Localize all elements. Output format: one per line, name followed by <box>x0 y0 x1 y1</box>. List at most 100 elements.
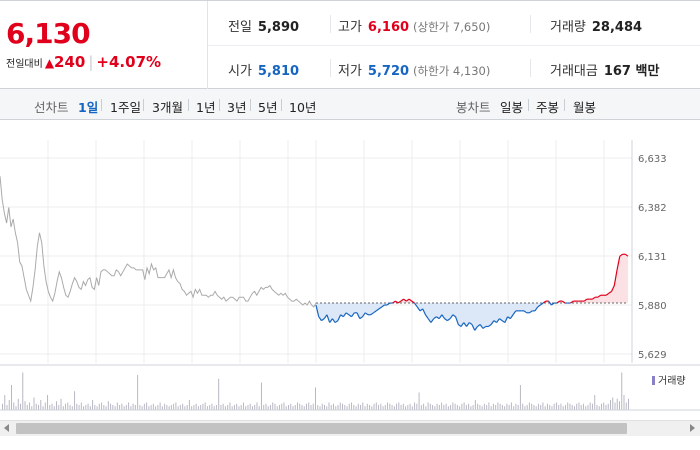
price-line-segment <box>424 314 429 320</box>
tab-3m[interactable]: 3개월 <box>152 100 183 115</box>
volume-bar <box>459 406 461 410</box>
volume-bar <box>585 406 587 410</box>
volume-bar <box>614 402 616 410</box>
price-line-segment <box>375 308 380 312</box>
volume-bar <box>526 405 528 410</box>
price-line-segment <box>597 294 601 298</box>
volume-bar <box>438 405 440 410</box>
volume-bar <box>328 402 330 410</box>
price-line-segment <box>433 316 437 320</box>
tab-monthly[interactable]: 월봉 <box>573 100 597 115</box>
price-line-segment <box>334 320 339 324</box>
volume-bar <box>40 400 42 410</box>
chart-scrollbar[interactable] <box>0 420 700 436</box>
scroll-left-icon[interactable] <box>4 424 9 432</box>
volume-bar <box>150 405 152 410</box>
price-line-segment <box>488 324 492 327</box>
volume-bar <box>537 403 539 410</box>
price-line-segment <box>356 312 361 319</box>
volume-bar <box>132 403 134 410</box>
volume-bar <box>125 405 127 410</box>
volume-bar <box>24 401 26 410</box>
volume-bar <box>159 402 161 410</box>
volume-bar <box>432 405 434 410</box>
price-line-segment <box>315 304 320 317</box>
volume-bar <box>571 405 573 410</box>
volume-bar <box>384 405 386 410</box>
volume-bar <box>287 405 289 410</box>
volume-bar <box>67 402 69 410</box>
price-line-segment <box>378 306 383 310</box>
volume-bar <box>396 403 398 410</box>
tab-daily[interactable]: 일봉 <box>500 100 524 115</box>
volume-bar <box>587 405 589 410</box>
volume-bar <box>310 405 312 410</box>
tab-1y[interactable]: 1년 <box>196 100 216 115</box>
volume-bar <box>4 395 6 410</box>
price-line-segment <box>534 306 539 312</box>
volume-bar <box>524 406 526 410</box>
volume-bar <box>465 405 467 410</box>
volume-bar <box>389 403 391 410</box>
volume-bar <box>177 406 179 410</box>
quote-header: 6,130 전일대비 ▲240 | +4.07% 전일 5,890 시가 5,810 고가… <box>0 0 700 89</box>
volume-bar <box>452 402 454 410</box>
volume-bar <box>445 403 447 410</box>
price-line-segment <box>438 314 443 320</box>
tab-weekly[interactable]: 주봉 <box>536 100 560 115</box>
volume-bar <box>267 406 269 410</box>
current-price-panel: 6,130 전일대비 ▲240 | +4.07% <box>0 1 208 89</box>
volume-bar <box>346 406 348 410</box>
volume-bar <box>209 405 211 410</box>
volume-bar <box>283 402 285 410</box>
volume-bar <box>94 405 96 410</box>
volume-bar <box>195 403 197 410</box>
scroll-right-icon[interactable] <box>690 424 695 432</box>
volume-bar <box>513 406 515 410</box>
volume-bar <box>193 405 195 410</box>
tab-10y[interactable]: 10년 <box>289 100 317 115</box>
volume-bar <box>42 406 44 410</box>
volume-bar <box>281 403 283 410</box>
volume-bar <box>85 405 87 410</box>
volume-bar <box>13 402 15 410</box>
stat-high: 고가 6,160 (상한가 7,650) <box>338 20 491 35</box>
volume-bar <box>249 403 251 410</box>
volume-bar <box>11 385 13 410</box>
volume-bar <box>139 405 141 410</box>
volume-bar <box>33 397 35 410</box>
volume-bar <box>628 398 629 410</box>
scrollbar-thumb[interactable] <box>16 423 627 434</box>
volume-bar <box>492 403 494 410</box>
price-line-segment <box>337 314 342 321</box>
volume-bar <box>49 405 51 410</box>
price-line-segment <box>430 318 435 323</box>
volume-bar <box>447 406 449 410</box>
volume-bar <box>353 405 355 410</box>
volume-bar <box>155 406 157 410</box>
volume-bar <box>22 372 24 410</box>
volume-bar <box>107 401 109 410</box>
price-line-segment <box>474 326 478 331</box>
price-line-segment <box>556 300 560 304</box>
price-line-segment <box>523 310 528 314</box>
volume-bar <box>567 402 569 410</box>
volume-bar <box>436 403 438 410</box>
price-chart-svg: 6,633 6,382 6,131 5,880 5,629 <box>0 140 700 411</box>
y-tick-label: 5,629 <box>638 350 667 361</box>
tab-1w[interactable]: 1주일 <box>110 100 141 115</box>
volume-bar <box>398 402 400 410</box>
volume-bar <box>594 395 596 410</box>
price-line-segment <box>619 253 623 257</box>
volume-bar <box>76 403 78 410</box>
price-line-segment <box>408 298 413 302</box>
volume-bar <box>348 403 350 410</box>
volume-bar <box>418 392 420 410</box>
tab-5y[interactable]: 5년 <box>258 100 278 115</box>
tab-3y[interactable]: 3년 <box>227 100 247 115</box>
volume-bar <box>598 406 600 410</box>
tab-1d[interactable]: 1일 <box>78 100 99 115</box>
volume-bar <box>580 405 582 410</box>
volume-bar <box>294 405 296 410</box>
volume-bar <box>472 405 474 410</box>
